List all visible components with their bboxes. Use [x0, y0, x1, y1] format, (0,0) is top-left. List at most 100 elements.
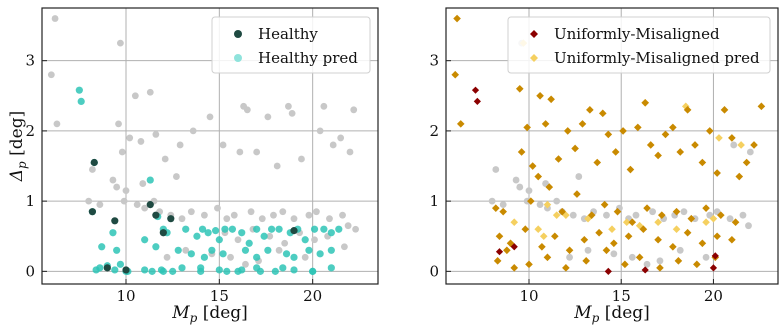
- background-point: [131, 92, 139, 100]
- data-point: [221, 225, 229, 233]
- data-point: [578, 120, 587, 128]
- background-point: [553, 197, 561, 205]
- data-point: [525, 260, 533, 269]
- data-point: [146, 201, 154, 209]
- background-point: [566, 253, 573, 261]
- data-point: [731, 218, 740, 226]
- background-point: [746, 148, 754, 156]
- background-point: [329, 141, 337, 149]
- background-point: [739, 211, 747, 219]
- background-point: [344, 222, 352, 230]
- data-point: [626, 165, 635, 174]
- data-point: [543, 200, 552, 209]
- data-point: [621, 260, 629, 269]
- data-point: [187, 250, 195, 258]
- data-point: [713, 232, 721, 241]
- data-point: [728, 134, 736, 142]
- background-point: [176, 141, 184, 149]
- background-point: [603, 211, 610, 219]
- data-point: [702, 204, 710, 212]
- background-point: [242, 260, 249, 268]
- background-point: [258, 215, 266, 223]
- data-point: [541, 120, 550, 128]
- data-point: [113, 246, 121, 254]
- background-point: [141, 204, 149, 212]
- plot-frame: [41, 7, 379, 285]
- background-point: [702, 253, 710, 261]
- data-point: [538, 242, 546, 251]
- background-point: [346, 148, 354, 156]
- data-point: [316, 250, 324, 258]
- data-point: [654, 235, 662, 244]
- data-point: [290, 253, 298, 261]
- data-point: [96, 264, 104, 272]
- data-point: [643, 204, 651, 212]
- x-tick-label: 10: [519, 287, 538, 305]
- data-point: [582, 257, 590, 265]
- data-point: [656, 264, 664, 272]
- background-point: [339, 211, 346, 219]
- background-point: [118, 148, 126, 156]
- data-point: [122, 266, 130, 274]
- background-point: [610, 250, 618, 258]
- data-point: [305, 246, 313, 254]
- data-point: [628, 218, 637, 226]
- background-point: [676, 246, 684, 254]
- data-point: [182, 225, 190, 233]
- background-point: [584, 246, 592, 254]
- background-point: [47, 71, 55, 79]
- background-point: [201, 211, 208, 219]
- data-point: [198, 225, 207, 233]
- background-point: [313, 208, 320, 216]
- data-point: [174, 246, 182, 254]
- data-point: [720, 106, 729, 114]
- data-point: [77, 97, 85, 106]
- data-point: [456, 120, 465, 128]
- data-point: [757, 102, 766, 111]
- data-point: [658, 211, 666, 219]
- legend-box: [211, 16, 371, 74]
- data-point: [608, 225, 616, 234]
- data-point: [451, 70, 460, 79]
- data-point: [335, 225, 343, 233]
- data-point: [234, 267, 242, 275]
- data-point: [141, 236, 149, 244]
- data-point: [159, 267, 167, 275]
- data-point: [523, 123, 531, 132]
- background-point: [275, 246, 283, 254]
- background-point: [178, 215, 186, 223]
- background-point: [341, 243, 348, 251]
- data-point: [473, 97, 481, 106]
- data-point: [215, 266, 223, 274]
- data-point: [742, 158, 751, 167]
- data-point: [595, 228, 603, 237]
- background-point: [161, 155, 169, 163]
- background-point: [85, 197, 93, 205]
- data-point: [204, 229, 212, 237]
- data-point: [705, 127, 714, 135]
- data-point: [683, 106, 692, 114]
- data-point: [604, 130, 613, 139]
- legend-marker: [234, 30, 242, 38]
- background-point: [137, 138, 145, 145]
- legend-label: Uniformly-Misaligned: [554, 25, 720, 43]
- data-point: [275, 225, 283, 233]
- legend-label: Healthy pred: [258, 49, 358, 67]
- data-point: [545, 183, 554, 191]
- background-point: [285, 102, 292, 110]
- legend: Uniformly-Misaligned Uniformly-Misaligned…: [507, 16, 771, 74]
- background-point: [305, 211, 313, 219]
- data-point: [534, 172, 543, 181]
- data-point: [253, 264, 261, 272]
- data-point: [587, 211, 596, 219]
- data-point: [728, 235, 736, 244]
- data-point: [604, 267, 612, 275]
- data-point: [103, 264, 111, 272]
- background-point: [206, 113, 214, 121]
- data-point: [558, 207, 566, 216]
- data-point: [212, 227, 220, 235]
- background-point: [152, 131, 160, 138]
- x-tick-label: 20: [704, 287, 723, 305]
- data-point: [320, 225, 328, 233]
